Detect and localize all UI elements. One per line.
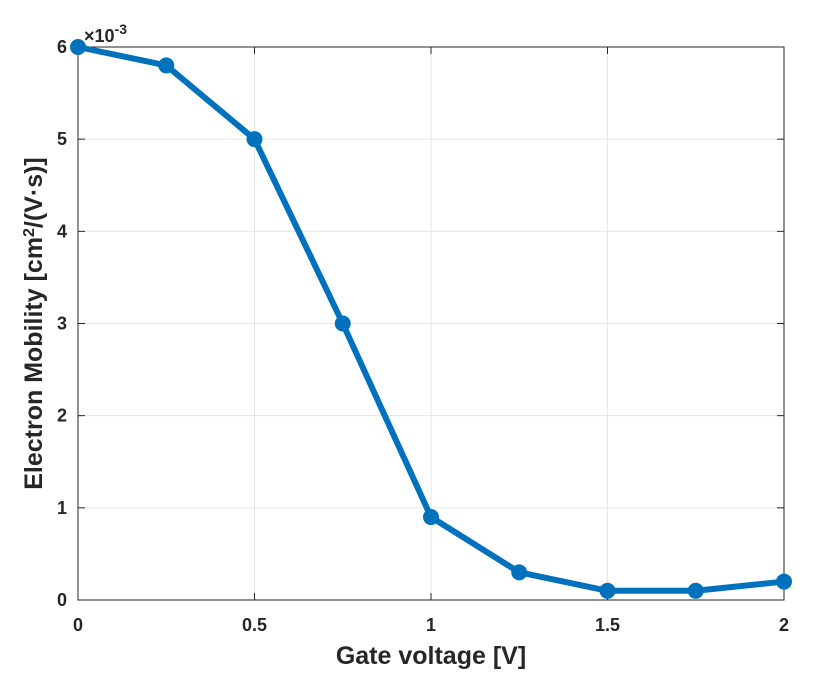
y-tick-label: 2 (57, 406, 67, 426)
y-tick-label: 3 (57, 314, 67, 334)
y-axis-multiplier: ×10-3 (84, 21, 127, 46)
x-tick-label: 0.5 (242, 615, 267, 635)
y-axis-label-end: /(V·s)] (20, 157, 48, 228)
axis-ticks (77, 46, 785, 601)
data-point (511, 564, 528, 581)
tick-labels: 0 0.5 1 1.5 2 0 1 2 3 4 5 6 (57, 37, 789, 635)
data-point (70, 39, 86, 55)
data-point (599, 582, 616, 599)
data-point (776, 573, 792, 590)
y-axis-multiplier-exponent: -3 (115, 21, 128, 37)
data-point (158, 57, 175, 74)
x-tick-label: 0 (73, 615, 83, 635)
y-axis-label-main: Electron Mobility [cm (20, 237, 48, 490)
data-point (246, 131, 263, 148)
data-point (334, 315, 351, 332)
y-tick-label: 1 (57, 498, 67, 518)
y-tick-label: 4 (57, 221, 67, 241)
data-point (687, 582, 704, 599)
y-axis-label: Electron Mobility [cm2/(V·s)] (20, 157, 48, 490)
y-axis-label-superscript: 2 (21, 228, 38, 237)
y-tick-label: 0 (57, 590, 67, 610)
data-point (423, 509, 439, 526)
series-group (70, 39, 792, 599)
y-axis-multiplier-base: ×10 (84, 26, 115, 46)
x-tick-label: 2 (779, 615, 789, 635)
x-tick-label: 1 (426, 615, 436, 635)
y-tick-label: 6 (57, 37, 67, 57)
x-axis-label: Gate voltage [V] (336, 642, 526, 670)
y-tick-label: 5 (57, 129, 67, 149)
x-tick-label: 1.5 (595, 615, 620, 635)
